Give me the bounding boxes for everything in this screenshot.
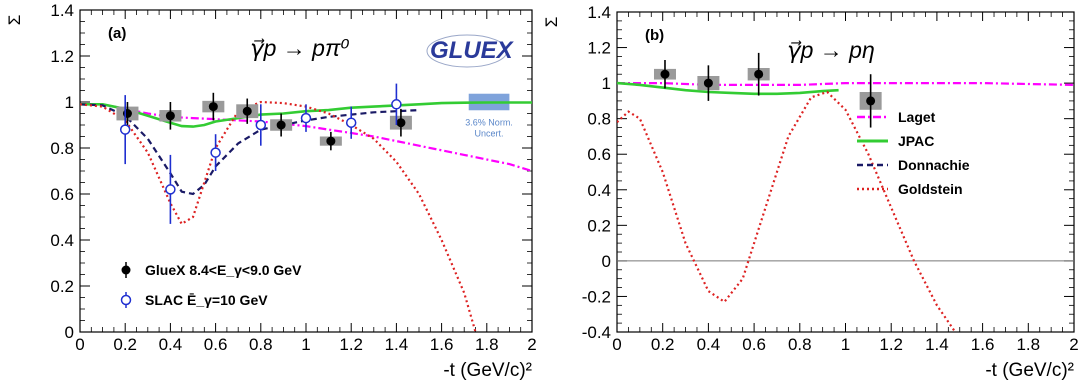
y-tick-label: 0.2 <box>587 216 611 235</box>
data-point-gluex <box>326 136 336 146</box>
panel-label: (b) <box>645 27 664 44</box>
y-axis-title: Σ <box>5 15 24 26</box>
x-tick-label: 1.8 <box>1016 335 1040 354</box>
y-tick-label: 1.4 <box>587 3 611 22</box>
x-tick-label: 0.8 <box>249 335 273 354</box>
x-tick-label: 0.8 <box>788 335 812 354</box>
y-tick-label: 0.2 <box>50 277 74 296</box>
plot-area <box>617 52 1074 332</box>
x-tick-label: 1.6 <box>971 335 995 354</box>
x-tick-label: 0.6 <box>204 335 228 354</box>
y-tick-label: -0.4 <box>582 323 611 342</box>
data-point-slac <box>391 99 402 110</box>
x-tick-label: 0.4 <box>697 335 721 354</box>
x-tick-label: 1 <box>301 335 310 354</box>
x-tick-label: 1.4 <box>385 335 409 354</box>
gluex-logo-text: GLUEX <box>430 37 515 64</box>
x-tick-label: 2 <box>1069 335 1078 354</box>
y-axis-title: Σ <box>542 17 561 28</box>
curve-laget <box>617 82 1074 86</box>
x-tick-label: 1.8 <box>475 335 499 354</box>
data-point-gluex <box>208 102 218 112</box>
y-tick-label: 1.2 <box>50 47 74 66</box>
gluex-logo-ring <box>426 34 508 68</box>
y-tick-label: 0.8 <box>50 139 74 158</box>
data-point-gluex <box>866 96 876 106</box>
curve-jpac <box>617 81 839 96</box>
data-point-slac <box>255 119 267 131</box>
y-tick-label: 0.6 <box>587 145 611 164</box>
data-point-gluex <box>242 106 252 116</box>
normalization-label-line2: Uncert. <box>475 128 504 138</box>
data-point-slac <box>165 184 176 195</box>
normalization-label: 3.6% Norm. <box>465 117 513 127</box>
data-point-gluex <box>165 111 175 121</box>
x-tick-label: 1.6 <box>430 335 454 354</box>
curve-donnachie <box>80 103 420 196</box>
data-point-gluex <box>396 118 406 128</box>
data-point-gluex <box>754 69 764 79</box>
data-point-gluex <box>122 109 132 118</box>
curve-goldstein <box>80 100 477 332</box>
legend-entry: JPAC <box>898 133 934 149</box>
panel-a-spectrum-chart: 0 0.2 0.4 0.6 0.8 1 1.2 1.4 1.6 1.8 2 0 0.2 0.4 0.6 0.8… <box>5 1 537 381</box>
data-point-gluex <box>703 78 713 88</box>
x-tick-label: 0.4 <box>159 335 183 354</box>
x-tick-label: 0 <box>75 335 84 354</box>
x-tick-label: 1 <box>841 335 850 354</box>
legend-entry: Donnachie <box>898 157 970 173</box>
y-tick-label: 0.4 <box>587 181 611 200</box>
y-tick-label: 0.6 <box>50 185 74 204</box>
y-tick-label: 0 <box>602 252 611 271</box>
legend-entry: GlueX 8.4<E_γ<9.0 GeV <box>145 262 302 278</box>
y-tick-label: 0 <box>65 323 74 342</box>
data-point-slac <box>210 147 221 158</box>
plot-area <box>80 83 532 332</box>
reaction-label: γ⃗p → pπ⁰ <box>250 35 350 61</box>
legend-entry: Laget <box>898 109 936 125</box>
x-axis-title: -t (GeV/c)² <box>443 360 532 381</box>
y-tick-label: -0.2 <box>582 287 611 306</box>
x-tick-label: 0.6 <box>742 335 766 354</box>
panel-b-spectrum-chart: 0 0.2 0.4 0.6 0.8 1 1.2 1.4 1.6 1.8 2 -0.4 -0.2 0 0.2 0… <box>542 3 1079 381</box>
panel-label: (a) <box>108 25 126 42</box>
x-tick-label: 1.2 <box>339 335 363 354</box>
legend-entry: SLAC Ē_γ=10 GeV <box>145 292 268 308</box>
data-point-slac <box>119 124 131 135</box>
x-tick-label: 0.2 <box>651 335 675 354</box>
y-tick-label: 1 <box>602 74 611 93</box>
x-tick-label: 2 <box>527 335 536 354</box>
data-point-gluex <box>276 120 286 130</box>
y-tick-label: 1.4 <box>50 1 74 20</box>
legend-marker-gluex <box>121 265 131 275</box>
x-tick-label: 0.2 <box>113 335 137 354</box>
x-tick-label: 1.4 <box>925 335 949 354</box>
legend-entry: Goldstein <box>898 181 963 197</box>
legend-marker-slac <box>120 294 132 306</box>
curve-goldstein <box>617 90 957 332</box>
y-tick-label: 1 <box>65 93 74 112</box>
data-point-gluex <box>660 69 670 79</box>
data-point-slac <box>345 117 357 128</box>
y-tick-label: 0.8 <box>587 110 611 129</box>
y-tick-label: 1.2 <box>587 39 611 58</box>
data-point-slac <box>300 112 312 124</box>
y-tick-label: 0.4 <box>50 231 74 250</box>
x-tick-label: 0 <box>612 335 621 354</box>
reaction-label: γ⃗p → pη <box>787 37 875 63</box>
x-axis-title: -t (GeV/c)² <box>985 360 1074 381</box>
x-tick-label: 1.2 <box>879 335 903 354</box>
gluex-logo: GLUEX <box>426 34 515 68</box>
